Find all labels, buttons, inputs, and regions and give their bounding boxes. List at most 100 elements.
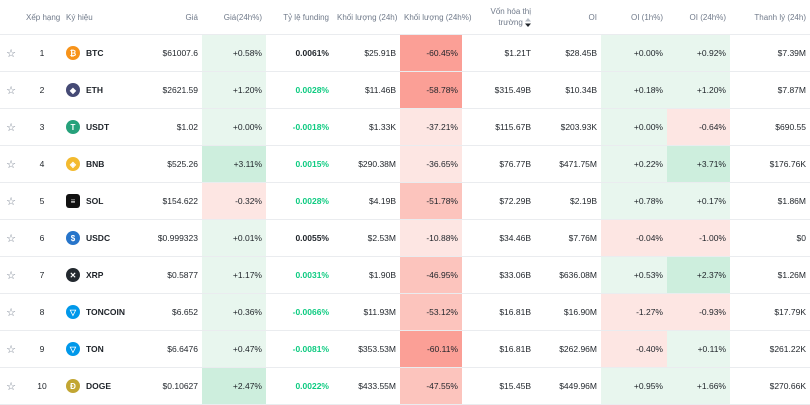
price-cell: $61007.6 [134, 34, 202, 72]
star-icon[interactable]: ☆ [6, 158, 16, 171]
table-row[interactable]: ☆ 5 ≡ SOL $154.622 -0.32% 0.0028% $4.19B -51.78%… [0, 182, 810, 220]
header-oi-change-1h[interactable]: OI (1h%) [601, 0, 667, 35]
star-icon[interactable]: ☆ [6, 343, 16, 356]
liquidation-cell: $1.26M [730, 256, 810, 294]
market-cap-cell: $15.45B [462, 367, 535, 405]
volume-change-cell: -60.45% [400, 34, 462, 72]
usdc-icon: $ [66, 231, 80, 245]
header-funding-rate[interactable]: Tỷ lệ funding [266, 0, 333, 35]
table-row[interactable]: ☆ 4 ◈ BNB $525.26 +3.11% 0.0015% $290.38M -36.65… [0, 145, 810, 183]
coin-label[interactable]: ₿ BTC [66, 46, 130, 60]
coin-label[interactable]: ≡ SOL [66, 194, 130, 208]
coin-label[interactable]: ◈ BNB [66, 157, 130, 171]
price-change-cell: +0.36% [202, 293, 266, 331]
star-icon[interactable]: ☆ [6, 84, 16, 97]
symbol-cell[interactable]: ≡ SOL [62, 182, 134, 220]
table-row[interactable]: ☆ 10 Ð DOGE $0.10627 +2.47% 0.0022% $433.55M -47… [0, 367, 810, 405]
header-liquidation-24h[interactable]: Thanh lý (24h) [730, 0, 810, 35]
favorite-cell: ☆ [0, 34, 22, 72]
star-icon[interactable]: ☆ [6, 380, 16, 393]
oi-change-1h-cell: +0.78% [601, 182, 667, 220]
liquidation-cell: $17.79K [730, 293, 810, 331]
price-cell: $6.652 [134, 293, 202, 331]
liquidation-cell: $270.66K [730, 367, 810, 405]
symbol-cell[interactable]: ₿ BTC [62, 34, 134, 72]
symbol-cell[interactable]: T USDT [62, 108, 134, 146]
symbol-cell[interactable]: ▽ TON [62, 330, 134, 368]
open-interest-cell: $10.34B [535, 71, 601, 109]
open-interest-cell: $203.93K [535, 108, 601, 146]
market-cap-cell: $315.49B [462, 71, 535, 109]
header-price-change-24h[interactable]: Giá(24h%) [202, 0, 266, 35]
favorite-cell: ☆ [0, 367, 22, 405]
bnb-icon: ◈ [66, 157, 80, 171]
header-market-cap[interactable]: Vốn hóa thị trường [462, 0, 535, 35]
header-price[interactable]: Giá [134, 0, 202, 35]
open-interest-cell: $262.96M [535, 330, 601, 368]
header-volume-change-24h[interactable]: Khối lượng (24h%) [400, 0, 472, 35]
liquidation-cell: $7.39M [730, 34, 810, 72]
rank-cell: 10 [22, 367, 62, 405]
liquidation-cell: $0 [730, 219, 810, 257]
header-favorite [0, 0, 22, 35]
star-icon[interactable]: ☆ [6, 47, 16, 60]
price-change-cell: +0.01% [202, 219, 266, 257]
oi-change-1h-cell: +0.22% [601, 145, 667, 183]
rank-cell: 6 [22, 219, 62, 257]
header-oi-change-24h[interactable]: OI (24h%) [667, 0, 730, 35]
coin-label[interactable]: ▽ TONCOIN [66, 305, 130, 319]
coin-label[interactable]: $ USDC [66, 231, 130, 245]
table-row[interactable]: ☆ 1 ₿ BTC $61007.6 +0.58% 0.0061% $25.91B -60.45… [0, 34, 810, 72]
star-icon[interactable]: ☆ [6, 195, 16, 208]
volume-cell: $11.93M [333, 293, 400, 331]
header-volume-24h[interactable]: Khối lượng (24h) [333, 0, 400, 35]
table-row[interactable]: ☆ 9 ▽ TON $6.6476 +0.47% -0.0081% $353.53M -60.1… [0, 330, 810, 368]
xrp-icon: ✕ [66, 268, 80, 282]
rank-cell: 4 [22, 145, 62, 183]
table-row[interactable]: ☆ 2 ◆ ETH $2621.59 +1.20% 0.0028% $11.46B -58.78… [0, 71, 810, 109]
header-symbol[interactable]: Ký hiệu [62, 0, 134, 35]
star-icon[interactable]: ☆ [6, 269, 16, 282]
coin-symbol: XRP [86, 270, 104, 280]
ethereum-icon: ◆ [66, 83, 80, 97]
symbol-cell[interactable]: $ USDC [62, 219, 134, 257]
coin-label[interactable]: Ð DOGE [66, 379, 130, 393]
star-icon[interactable]: ☆ [6, 121, 16, 134]
price-cell: $154.622 [134, 182, 202, 220]
symbol-cell[interactable]: ✕ XRP [62, 256, 134, 294]
volume-change-cell: -10.88% [400, 219, 462, 257]
open-interest-cell: $449.96M [535, 367, 601, 405]
toncoin-icon: ▽ [66, 305, 80, 319]
rank-cell: 2 [22, 71, 62, 109]
coin-symbol: TONCOIN [86, 307, 126, 317]
table-row[interactable]: ☆ 3 T USDT $1.02 +0.00% -0.0018% $1.33K -37.21% $… [0, 108, 810, 146]
symbol-cell[interactable]: ◈ BNB [62, 145, 134, 183]
liquidation-cell: $7.87M [730, 71, 810, 109]
table-row[interactable]: ☆ 7 ✕ XRP $0.5877 +1.17% 0.0031% $1.90B -46.95% $… [0, 256, 810, 294]
header-rank[interactable]: Xếp hạng [22, 0, 62, 35]
favorite-cell: ☆ [0, 108, 22, 146]
symbol-cell[interactable]: ◆ ETH [62, 71, 134, 109]
coin-label[interactable]: ✕ XRP [66, 268, 130, 282]
price-cell: $525.26 [134, 145, 202, 183]
price-change-cell: +1.17% [202, 256, 266, 294]
symbol-cell[interactable]: Ð DOGE [62, 367, 134, 405]
table-header-row: Xếp hạng Ký hiệu Giá Giá(24h%) Tỷ lệ fun… [0, 0, 810, 35]
market-cap-cell: $16.81B [462, 293, 535, 331]
table-row[interactable]: ☆ 8 ▽ TONCOIN $6.652 +0.36% -0.0066% $11.93M -53… [0, 293, 810, 331]
table-row[interactable]: ☆ 6 $ USDC $0.999323 +0.01% 0.0055% $2.53M -10.8… [0, 219, 810, 257]
rank-cell: 5 [22, 182, 62, 220]
oi-change-24h-cell: +0.17% [667, 182, 730, 220]
funding-rate-cell: 0.0028% [266, 182, 333, 220]
funding-rate-cell: 0.0022% [266, 367, 333, 405]
symbol-cell[interactable]: ▽ TONCOIN [62, 293, 134, 331]
coin-label[interactable]: ▽ TON [66, 342, 130, 356]
liquidation-cell: $690.55 [730, 108, 810, 146]
coin-label[interactable]: ◆ ETH [66, 83, 130, 97]
header-open-interest[interactable]: OI [535, 0, 601, 35]
star-icon[interactable]: ☆ [6, 306, 16, 319]
rank-cell: 8 [22, 293, 62, 331]
coin-label[interactable]: T USDT [66, 120, 130, 134]
star-icon[interactable]: ☆ [6, 232, 16, 245]
